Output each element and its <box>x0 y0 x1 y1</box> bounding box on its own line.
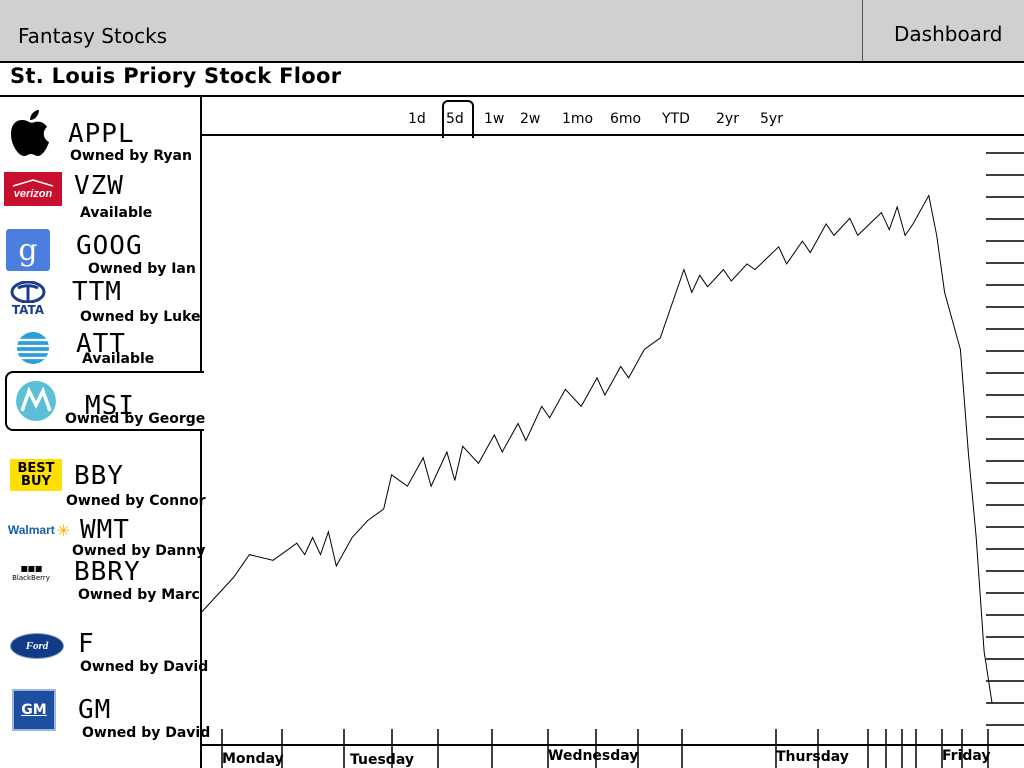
stock-owner: Owned by George <box>65 411 206 427</box>
gm-logo-text: GM <box>21 702 47 718</box>
stock-item-ttm[interactable]: TATA TTM Owned by Luke <box>0 277 201 329</box>
stock-item-vzw[interactable]: verizon VZW Available <box>0 169 200 225</box>
verizon-logo-text: verizon <box>13 188 53 200</box>
stock-item-gm[interactable]: GM GM Owned by David <box>0 687 210 747</box>
header-divider <box>862 0 863 61</box>
y-axis-ticks <box>986 152 1024 726</box>
google-logo-text: g <box>18 232 38 268</box>
x-tick-label-tuesday: Tuesday <box>350 752 414 768</box>
stock-item-goog[interactable]: g GOOG Owned by Ian <box>0 227 200 279</box>
stock-ticker: APPL <box>68 119 135 149</box>
price-chart-panel: 1d 5d 1w 2w 1mo 6mo YTD 2yr 5yr Monday T… <box>202 97 1024 768</box>
stock-owner: Owned by David <box>80 659 209 675</box>
stock-ticker: GM <box>78 695 112 725</box>
stock-item-f[interactable]: Ford F Owned by David <box>0 627 208 683</box>
stock-owner: Owned by Ian <box>88 261 196 277</box>
page-subtitle: St. Louis Priory Stock Floor <box>10 64 342 88</box>
walmart-spark-icon: ✳ <box>56 520 71 540</box>
stock-owner: Owned by Connor <box>66 493 206 509</box>
stock-owner: Owned by Marc <box>78 587 200 603</box>
stock-ticker: VZW <box>74 171 124 201</box>
range-tab-5yr[interactable]: 5yr <box>760 111 783 127</box>
bestbuy-logo-text-bottom: BUY <box>21 474 51 489</box>
stock-ticker: BBRY <box>74 557 141 587</box>
stock-owner: Owned by Luke <box>80 309 201 325</box>
stock-ticker: BBY <box>74 461 124 491</box>
subtitle-divider <box>0 95 1024 97</box>
range-tab-5d[interactable]: 5d <box>446 111 464 127</box>
x-tick-label-wednesday: Wednesday <box>548 748 639 764</box>
stock-ticker: WMT <box>80 515 130 545</box>
app-header: Fantasy Stocks Dashboard <box>0 0 1024 63</box>
stock-item-bby[interactable]: BEST BUY BBY Owned by Connor <box>0 455 206 511</box>
bestbuy-logo: BEST BUY <box>10 459 62 491</box>
google-logo-icon: g <box>6 229 50 271</box>
range-tab-ytd[interactable]: YTD <box>662 111 690 127</box>
range-tab-1d[interactable]: 1d <box>408 111 426 127</box>
ford-logo: Ford <box>10 633 64 659</box>
stock-owner: Owned by David <box>82 725 211 741</box>
att-logo-icon <box>14 329 52 367</box>
apple-logo-icon <box>6 107 52 159</box>
sidebar-border <box>200 97 202 768</box>
blackberry-dots-icon: ▪▪▪ <box>20 561 42 575</box>
range-tab-1w[interactable]: 1w <box>484 111 505 127</box>
x-axis-ticks <box>221 729 989 768</box>
range-tab-6mo[interactable]: 6mo <box>610 111 642 127</box>
verizon-logo: verizon <box>4 172 62 206</box>
gm-logo: GM <box>12 689 56 731</box>
stock-ticker: MSI <box>85 391 135 421</box>
blackberry-logo-text: BlackBerry <box>12 574 50 582</box>
stock-item-appl[interactable]: APPL Owned by Ryan <box>0 105 200 165</box>
x-tick-label-thursday: Thursday <box>776 749 849 765</box>
stock-item-att[interactable]: ATT Available <box>0 329 200 369</box>
selected-range-tab-indicator <box>442 100 474 138</box>
blackberry-logo: ▪▪▪ BlackBerry <box>8 557 54 587</box>
motorola-logo-icon <box>13 378 59 424</box>
range-tab-1mo[interactable]: 1mo <box>562 111 594 127</box>
stock-list: APPL Owned by Ryan verizon VZW Available… <box>0 97 210 768</box>
stock-owner: Owned by Danny <box>72 543 206 559</box>
walmart-logo: Walmart ✳ <box>2 519 76 541</box>
app-title: Fantasy Stocks <box>18 24 168 48</box>
stock-ticker: F <box>78 629 95 659</box>
bestbuy-logo-text-top: BEST <box>17 461 55 476</box>
range-tab-2w[interactable]: 2w <box>520 111 541 127</box>
range-tab-2yr[interactable]: 2yr <box>716 111 739 127</box>
stock-item-bbry[interactable]: ▪▪▪ BlackBerry BBRY Owned by Marc <box>0 557 200 605</box>
stock-ticker: ATT <box>76 329 126 359</box>
x-tick-label-friday: Friday <box>942 748 991 764</box>
stock-owner: Available <box>80 205 153 221</box>
tata-logo-text: TATA <box>11 303 45 317</box>
price-series-line <box>202 194 993 703</box>
walmart-logo-text: Walmart <box>7 523 55 537</box>
stock-item-wmt[interactable]: Walmart ✳ WMT Owned by Danny <box>0 515 206 559</box>
stock-ticker: TTM <box>72 277 122 307</box>
ford-logo-text: Ford <box>25 640 49 652</box>
price-chart <box>202 134 1024 768</box>
stock-owner: Available <box>82 351 155 367</box>
x-tick-label-monday: Monday <box>222 751 284 767</box>
tata-logo: TATA <box>6 279 50 319</box>
stock-ticker: GOOG <box>76 231 143 261</box>
stock-owner: Owned by Ryan <box>70 148 192 164</box>
stock-item-msi[interactable]: MSI Owned by George <box>5 371 206 431</box>
dashboard-button[interactable]: Dashboard <box>894 22 1003 46</box>
